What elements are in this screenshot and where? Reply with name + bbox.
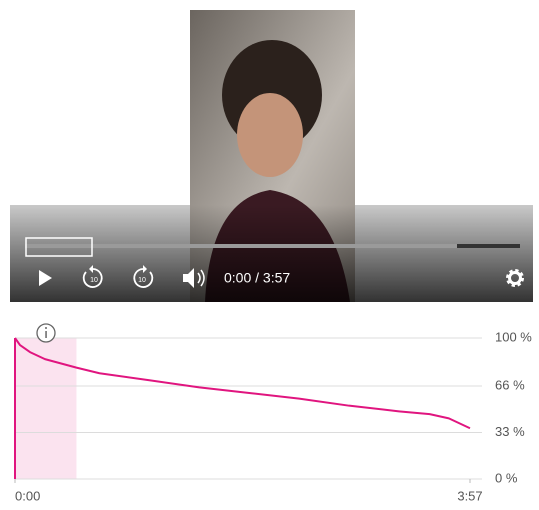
retention-line (15, 338, 470, 428)
video-player[interactable]: 10 10 0:00 / 3:57 (10, 10, 533, 302)
forward-label: 10 (138, 277, 146, 284)
x-tick-label: 0:00 (15, 488, 40, 503)
info-stem (45, 331, 47, 338)
time-display: 0:00 / 3:57 (224, 270, 290, 286)
progress-track[interactable] (25, 244, 520, 248)
face (237, 93, 303, 177)
info-dot (45, 327, 47, 329)
page: {"player": {"time": "0:00 / 3:57", "rewi… (0, 0, 539, 510)
retention-chart: 100 % 66 % 33 % 0 % 0:00 3:57 (15, 329, 532, 503)
controls-gradient (10, 205, 533, 302)
screen: 10 10 0:00 / 3:57 100 % 66 % 33 % 0 % 0:00 3:… (0, 0, 539, 510)
y-tick-label: 33 % (495, 424, 525, 439)
progress-buffer (457, 244, 520, 248)
y-tick-label: 100 % (495, 329, 532, 344)
y-tick-label: 0 % (495, 470, 518, 485)
rewind-label: 10 (90, 277, 98, 284)
x-tick-label: 3:57 (457, 488, 482, 503)
y-tick-label: 66 % (495, 377, 525, 392)
info-icon[interactable] (37, 324, 55, 342)
